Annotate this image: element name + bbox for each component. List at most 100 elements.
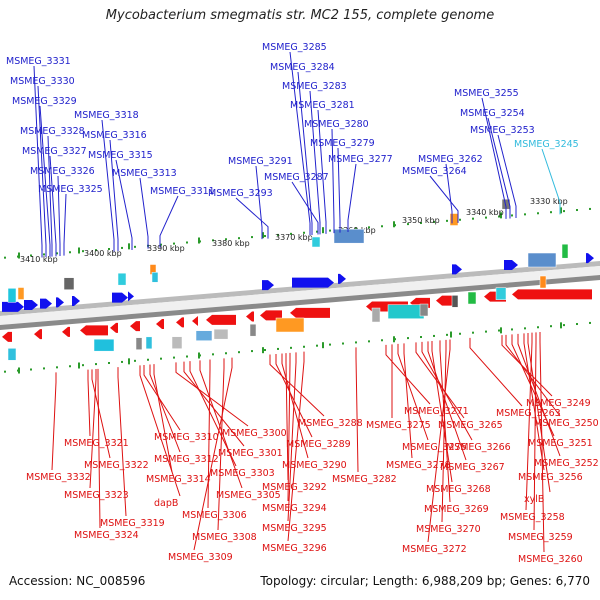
feature-boxes: [7, 198, 569, 361]
top-gene-label: MSMEG_3318: [74, 110, 139, 121]
top-gene-label: MSMEG_3279: [310, 138, 375, 149]
top-gene-label: MSMEG_3285: [262, 42, 327, 53]
scale-dot: [212, 353, 214, 356]
major-tick: [393, 221, 395, 228]
leader-line: [281, 353, 309, 459]
leader-line: [193, 357, 233, 551]
bottom-gene-label: MSMEG_3300: [222, 428, 287, 439]
chromosome-backbone: [0, 257, 600, 332]
major-tick: [500, 212, 502, 219]
scale-dot: [95, 249, 97, 252]
reverse-gene-arrow: [110, 322, 118, 333]
bottom-gene-label: MSMEG_3282: [332, 474, 397, 485]
scale-dot: [82, 364, 84, 367]
top-gene-label: MSMEG_3315: [88, 150, 153, 161]
top-gene-label: MSMEG_3311: [150, 186, 215, 197]
top-gene-label: MSMEG_3330: [10, 76, 75, 87]
scale-dot: [95, 363, 97, 366]
backbone-core: [0, 262, 600, 327]
feature-box: [561, 243, 569, 259]
leader-line: [331, 128, 335, 234]
scale-dot: [277, 233, 279, 236]
scale-label: 3340 kbp: [466, 208, 504, 217]
leader-line: [445, 163, 453, 224]
feature-box: [495, 287, 507, 300]
scale-dot: [459, 332, 461, 335]
scale-dot: [472, 217, 474, 220]
major-tick: [450, 331, 452, 338]
bottom-gene-label: MSMEG_3256: [518, 472, 583, 483]
major-tick: [560, 207, 562, 214]
top-gene-label: MSMEG_3331: [6, 56, 71, 67]
feature-box: [449, 213, 459, 226]
bottom-gene-label: MSMEG_3278: [386, 460, 451, 471]
bottom-gene-label: MSMEG_3259: [508, 532, 573, 543]
feature-box: [387, 304, 425, 319]
scale-dot: [589, 321, 591, 324]
bottom-gene-label: MSMEG_3269: [424, 504, 489, 515]
leader-line: [51, 372, 57, 471]
scale-label: 3370 kbp: [275, 233, 313, 242]
feature-box: [275, 317, 305, 333]
bottom-gene-label: MSMEG_3270: [416, 524, 481, 535]
leader-line: [47, 135, 53, 257]
leader-line: [539, 332, 545, 553]
leader-line: [149, 364, 181, 453]
forward-strand-genes: [2, 253, 594, 312]
scale-dot: [290, 232, 292, 235]
scale-dot: [147, 358, 149, 361]
scale-dot: [420, 336, 422, 339]
scale-dot: [550, 325, 552, 328]
top-gene-label: MSMEG_3264: [402, 166, 467, 177]
backbone-inner-edge: [0, 271, 600, 332]
leader-line: [115, 159, 133, 251]
bottom-gene-label: MSMEG_3267: [440, 462, 505, 473]
bottom-gene-label: MSMEG_3314: [146, 474, 211, 485]
scale-dot: [381, 225, 383, 228]
reverse-gene-arrow: [512, 289, 592, 300]
scale-dot: [43, 253, 45, 256]
bottom-gene-label: MSMEG_3265: [438, 420, 503, 431]
scale-dot: [303, 345, 305, 348]
bottom-gene-label: MSMEG_3276: [402, 442, 467, 453]
bottom-gene-label: MSMEG_3310: [154, 432, 219, 443]
major-tick: [198, 237, 200, 244]
feature-box: [249, 323, 257, 337]
scale-dot: [316, 230, 318, 233]
scale-dot: [511, 328, 513, 331]
bottom-gene-label: MSMEG_3290: [282, 460, 347, 471]
bottom-gene-label: MSMEG_3306: [182, 510, 247, 521]
leader-line: [189, 361, 237, 467]
leader-line: [289, 51, 311, 236]
leader-line: [217, 358, 225, 531]
leader-line: [347, 163, 357, 233]
leader-line: [533, 332, 537, 531]
leader-line: [541, 148, 561, 215]
forward-gene-arrow: [112, 292, 128, 303]
scale-dot: [251, 350, 253, 353]
scale-dot: [511, 214, 513, 217]
top-gene-label: MSMEG_3284: [270, 62, 335, 73]
scale-dot: [225, 352, 227, 355]
top-gene-label: MSMEG_3281: [290, 100, 355, 111]
bottom-gene-label: MSMEG_3324: [74, 530, 139, 541]
reverse-gene-arrow: [80, 325, 108, 336]
scale-dot: [446, 333, 448, 336]
scale-dot: [212, 239, 214, 242]
top-gene-label: MSMEG_3328: [20, 126, 85, 137]
backbone-outer-edge: [0, 257, 600, 318]
major-tick: [262, 232, 264, 239]
bottom-gene-label: MSMEG_3292: [262, 482, 327, 493]
leader-line: [403, 343, 413, 459]
major-tick: [198, 352, 200, 359]
major-tick: [322, 227, 324, 234]
scale-dot: [121, 246, 123, 249]
scale-label: 3380 kbp: [212, 239, 250, 248]
bottom-gene-label: MSMEG_3275: [366, 420, 431, 431]
leader-line: [57, 175, 61, 257]
leader-line: [287, 352, 297, 522]
feature-box: [117, 272, 127, 286]
scale-dot: [30, 368, 32, 371]
leader-line: [439, 340, 451, 503]
leader-line: [505, 334, 561, 417]
